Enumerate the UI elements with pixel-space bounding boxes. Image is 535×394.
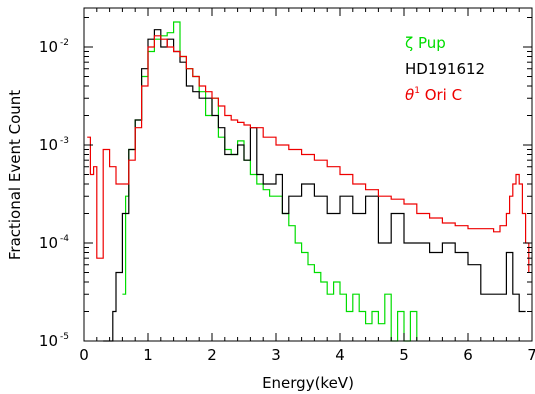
y-tick-label: 10 [39,332,58,350]
x-tick-label: 1 [143,346,153,364]
x-tick-label: 7 [527,346,535,364]
y-tick-exponent: -2 [60,38,69,48]
series-layer [87,21,530,342]
legend-entry-theta-ori-c: θ1 Ori C [405,86,462,104]
legend-theta-sup: 1 [414,86,420,96]
legend-zeta-symbol: ζ [405,34,413,52]
x-axis-label: Energy(keV) [262,374,354,392]
y-tick-label: 10 [39,136,58,154]
x-tick-label: 2 [207,346,217,364]
plot-frame [83,7,533,342]
x-tick-label: 3 [271,346,281,364]
legend-zeta-text: Pup [413,34,446,52]
y-tick-exponent: -3 [60,136,69,146]
series-line-0 [122,21,418,342]
legend-entry-hd191612: HD191612 [405,60,485,78]
y-tick-exponent: -4 [60,234,69,244]
legend-theta-symbol: θ [405,86,414,104]
y-tick-label: 10 [39,38,58,56]
y-tick-label: 10 [39,234,58,252]
x-tick-label: 5 [399,346,409,364]
ticks-layer [83,8,533,342]
x-tick-label: 0 [79,346,89,364]
y-axis-label: Fractional Event Count [6,90,24,260]
legend-entry-zeta-pup: ζ Pup [405,34,446,52]
x-tick-label: 4 [335,346,345,364]
legend: ζ Pup HD191612 θ1 Ori C [405,34,485,104]
x-tick-label: 6 [463,346,473,364]
labels-layer: 0 1 2 3 4 5 6 710-510-410-310-2 [39,38,535,364]
legend-theta-text: Ori C [420,86,462,104]
y-tick-exponent: -5 [60,332,69,342]
series-line-2 [87,35,530,273]
